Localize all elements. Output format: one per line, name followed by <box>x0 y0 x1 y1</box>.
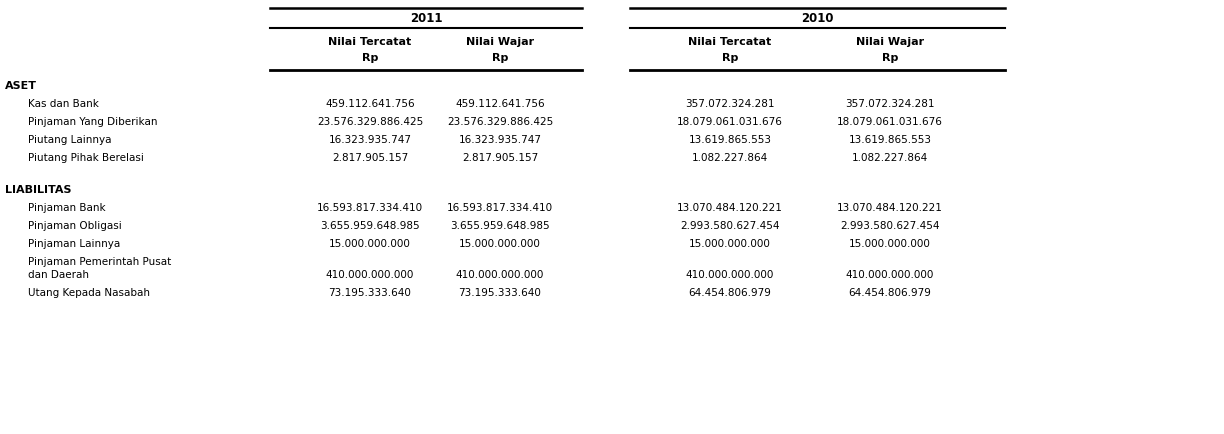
Text: Pinjaman Yang Diberikan: Pinjaman Yang Diberikan <box>28 117 158 127</box>
Text: Pinjaman Bank: Pinjaman Bank <box>28 203 105 213</box>
Text: Nilai Wajar: Nilai Wajar <box>466 37 534 47</box>
Text: 3.655.959.648.985: 3.655.959.648.985 <box>450 221 550 231</box>
Text: Pinjaman Pemerintah Pusat: Pinjaman Pemerintah Pusat <box>28 257 171 267</box>
Text: 13.619.865.553: 13.619.865.553 <box>688 135 771 145</box>
Text: 15.000.000.000: 15.000.000.000 <box>329 239 411 249</box>
Text: Pinjaman Obligasi: Pinjaman Obligasi <box>28 221 121 231</box>
Text: 2.817.905.157: 2.817.905.157 <box>461 153 539 163</box>
Text: Kas dan Bank: Kas dan Bank <box>28 99 99 109</box>
Text: 459.112.641.756: 459.112.641.756 <box>326 99 415 109</box>
Text: 16.323.935.747: 16.323.935.747 <box>328 135 411 145</box>
Text: 73.195.333.640: 73.195.333.640 <box>328 288 411 298</box>
Text: Nilai Tercatat: Nilai Tercatat <box>328 37 411 47</box>
Text: Rp: Rp <box>881 53 898 63</box>
Text: 23.576.329.886.425: 23.576.329.886.425 <box>447 117 553 127</box>
Text: ASET: ASET <box>5 81 37 91</box>
Text: 1.082.227.864: 1.082.227.864 <box>852 153 928 163</box>
Text: Pinjaman Lainnya: Pinjaman Lainnya <box>28 239 120 249</box>
Text: 2.993.580.627.454: 2.993.580.627.454 <box>840 221 940 231</box>
Text: Rp: Rp <box>722 53 738 63</box>
Text: Piutang Lainnya: Piutang Lainnya <box>28 135 111 145</box>
Text: 73.195.333.640: 73.195.333.640 <box>459 288 541 298</box>
Text: 18.079.061.031.676: 18.079.061.031.676 <box>677 117 783 127</box>
Text: 3.655.959.648.985: 3.655.959.648.985 <box>321 221 420 231</box>
Text: Nilai Tercatat: Nilai Tercatat <box>688 37 771 47</box>
Text: 16.323.935.747: 16.323.935.747 <box>459 135 541 145</box>
Text: 357.072.324.281: 357.072.324.281 <box>685 99 775 109</box>
Text: 13.619.865.553: 13.619.865.553 <box>848 135 931 145</box>
Text: 2011: 2011 <box>410 11 442 24</box>
Text: Utang Kepada Nasabah: Utang Kepada Nasabah <box>28 288 151 298</box>
Text: LIABILITAS: LIABILITAS <box>5 185 71 195</box>
Text: 1.082.227.864: 1.082.227.864 <box>692 153 769 163</box>
Text: 18.079.061.031.676: 18.079.061.031.676 <box>837 117 942 127</box>
Text: Rp: Rp <box>362 53 378 63</box>
Text: Rp: Rp <box>492 53 508 63</box>
Text: 459.112.641.756: 459.112.641.756 <box>455 99 545 109</box>
Text: 64.454.806.979: 64.454.806.979 <box>689 288 771 298</box>
Text: 15.000.000.000: 15.000.000.000 <box>849 239 931 249</box>
Text: 410.000.000.000: 410.000.000.000 <box>685 270 775 280</box>
Text: 410.000.000.000: 410.000.000.000 <box>846 270 934 280</box>
Text: 64.454.806.979: 64.454.806.979 <box>848 288 931 298</box>
Text: 357.072.324.281: 357.072.324.281 <box>846 99 935 109</box>
Text: Nilai Wajar: Nilai Wajar <box>856 37 924 47</box>
Text: 15.000.000.000: 15.000.000.000 <box>459 239 541 249</box>
Text: 13.070.484.120.221: 13.070.484.120.221 <box>837 203 942 213</box>
Text: 2.993.580.627.454: 2.993.580.627.454 <box>681 221 780 231</box>
Text: 410.000.000.000: 410.000.000.000 <box>326 270 414 280</box>
Text: 23.576.329.886.425: 23.576.329.886.425 <box>317 117 424 127</box>
Text: 2010: 2010 <box>802 11 834 24</box>
Text: 410.000.000.000: 410.000.000.000 <box>455 270 545 280</box>
Text: 16.593.817.334.410: 16.593.817.334.410 <box>317 203 424 213</box>
Text: dan Daerah: dan Daerah <box>28 270 89 280</box>
Text: 13.070.484.120.221: 13.070.484.120.221 <box>677 203 783 213</box>
Text: 2.817.905.157: 2.817.905.157 <box>332 153 408 163</box>
Text: Piutang Pihak Berelasi: Piutang Pihak Berelasi <box>28 153 144 163</box>
Text: 15.000.000.000: 15.000.000.000 <box>689 239 771 249</box>
Text: 16.593.817.334.410: 16.593.817.334.410 <box>447 203 553 213</box>
